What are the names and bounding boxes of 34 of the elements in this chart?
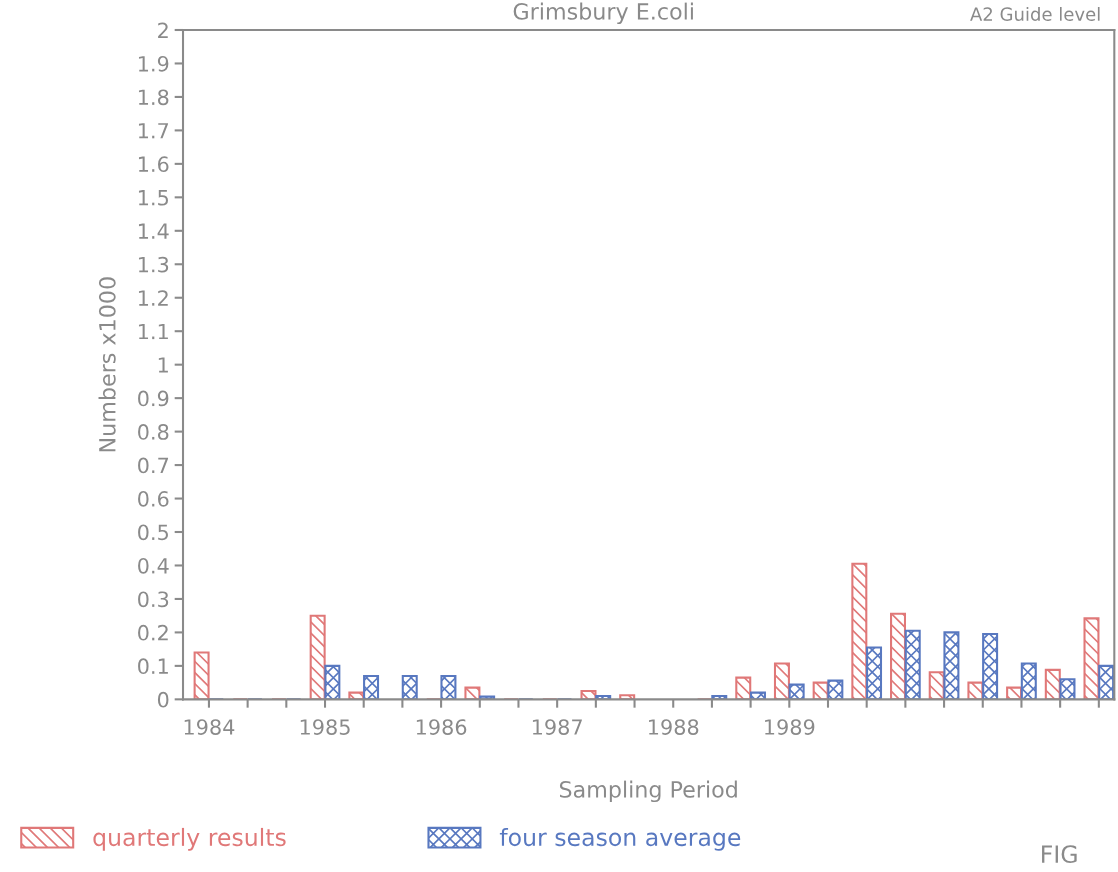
y-tick-label: 1 — [158, 357, 168, 373]
y-tick-label: 1.5 — [138, 190, 168, 206]
y-tick-label: 1.1 — [138, 323, 168, 340]
y-tick-label: 1.2 — [138, 290, 168, 306]
x-tick-label: 1984 — [184, 719, 235, 735]
x-tick-label: 1985 — [300, 719, 350, 735]
y-axis-title: Numbers x1000 — [98, 277, 116, 452]
y-tick-label: 0.6 — [138, 490, 169, 507]
y-tick-label: 0 — [157, 691, 169, 708]
x-tick-label: 1986 — [416, 719, 467, 735]
y-tick-label: 0.9 — [138, 390, 169, 407]
y-tick-label: 1.4 — [138, 223, 169, 239]
y-tick-label: 1.9 — [138, 55, 169, 72]
y-tick-label: 1.3 — [138, 256, 169, 273]
x-tick-label: 1987 — [532, 719, 582, 735]
x-tick-label: 1988 — [649, 719, 699, 735]
text: FIG — [1042, 845, 1077, 864]
x-tick-label: 1989 — [765, 719, 815, 735]
y-tick-label: 1.6 — [138, 156, 169, 173]
text: A2 Guide level — [970, 6, 1100, 21]
y-tick-label: 2 — [158, 22, 168, 38]
y-tick-label: 0.1 — [138, 658, 168, 675]
y-tick-label: 0.7 — [138, 457, 169, 474]
y-tick-label: 0.4 — [138, 557, 169, 574]
legend-label: quarterly results — [93, 827, 286, 851]
y-tick-label: 0.2 — [138, 624, 168, 641]
x-axis-title: Sampling Period — [559, 780, 737, 803]
y-tick-label: 0.3 — [138, 591, 169, 608]
y-tick-label: 0.5 — [138, 524, 168, 541]
y-tick-label: 0.8 — [138, 424, 169, 440]
y-tick-label: 1.8 — [138, 89, 169, 106]
chart-title: Grimsbury E.coli — [513, 2, 693, 25]
y-tick-label: 1.7 — [138, 123, 169, 139]
legend-label: four season average — [499, 827, 741, 851]
